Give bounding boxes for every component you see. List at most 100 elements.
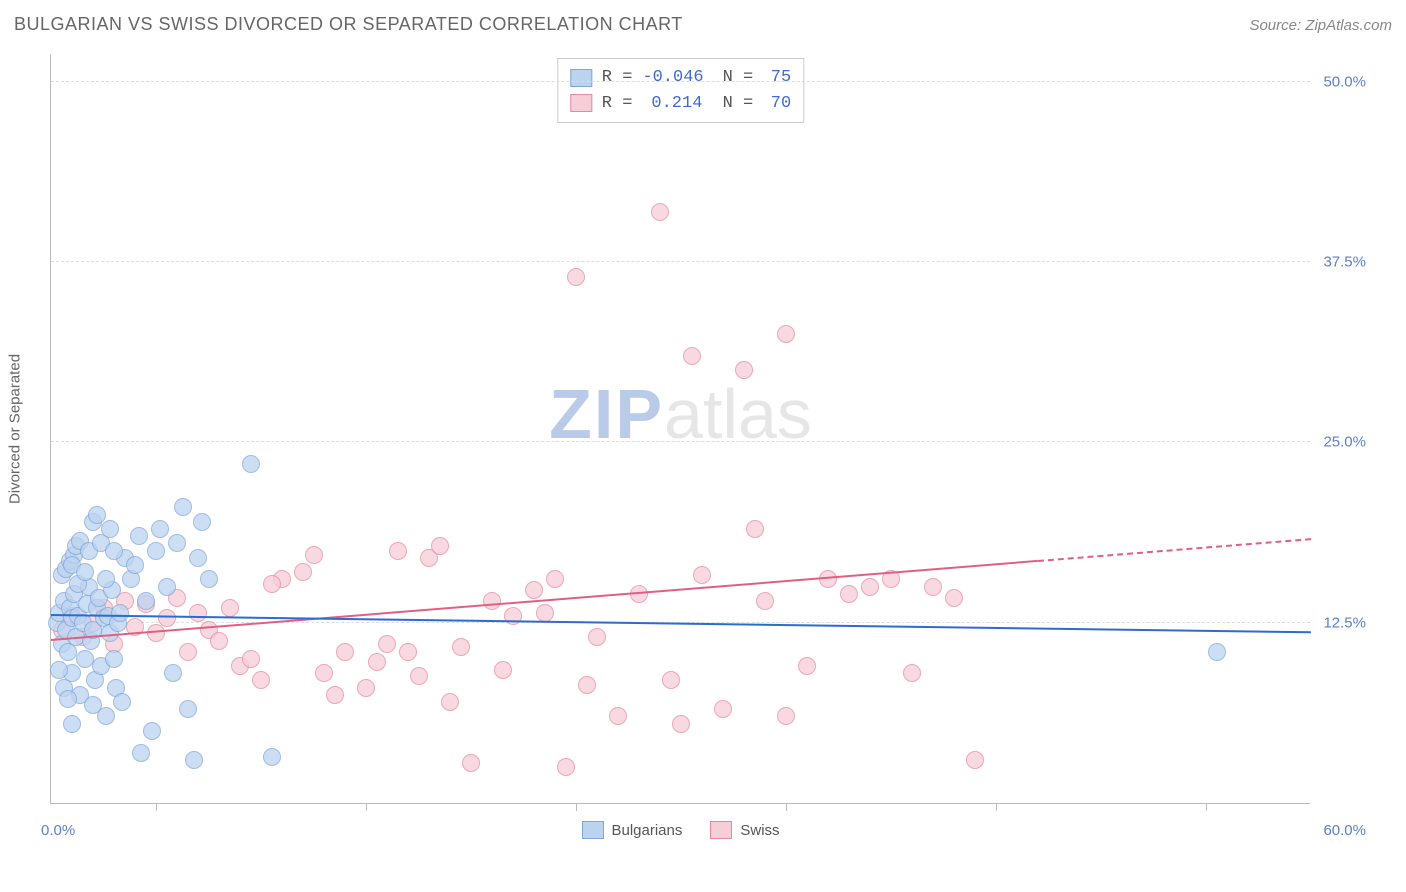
data-point-bulgarians [189,549,207,567]
stats-n-label: N = [712,91,753,117]
data-point-swiss [326,686,344,704]
swatch-bulgarians [570,69,592,87]
gridline [51,261,1310,262]
data-point-swiss [672,715,690,733]
data-point-swiss [431,537,449,555]
data-point-bulgarians [168,534,186,552]
data-point-bulgarians [97,570,115,588]
data-point-bulgarians [263,748,281,766]
data-point-swiss [861,578,879,596]
data-point-bulgarians [164,664,182,682]
data-point-swiss [179,643,197,661]
bottom-legend: Bulgarians Swiss [581,821,779,839]
data-point-bulgarians [59,690,77,708]
data-point-swiss [441,693,459,711]
x-axis-min-label: 0.0% [41,822,75,839]
swatch-swiss [570,94,592,112]
stats-n-swiss: 70 [763,91,791,117]
data-point-swiss [378,635,396,653]
data-point-bulgarians [105,542,123,560]
data-point-swiss [315,664,333,682]
data-point-swiss [158,609,176,627]
y-tick-label: 50.0% [1310,73,1366,90]
data-point-swiss [945,589,963,607]
data-point-bulgarians [132,744,150,762]
stats-row-swiss: R = 0.214 N = 70 [570,91,791,117]
y-axis-label: Divorced or Separated [7,353,24,503]
data-point-bulgarians [50,661,68,679]
x-tick [156,803,157,811]
legend-item-swiss: Swiss [710,821,779,839]
x-tick [786,803,787,811]
data-point-swiss [903,664,921,682]
data-point-bulgarians [151,520,169,538]
data-point-swiss [756,592,774,610]
data-point-swiss [483,592,501,610]
data-point-swiss [368,653,386,671]
data-point-bulgarians [158,578,176,596]
data-point-bulgarians [1208,643,1226,661]
data-point-swiss [462,754,480,772]
stats-r-swiss: 0.214 [642,91,702,117]
data-point-swiss [357,679,375,697]
data-point-swiss [683,347,701,365]
data-point-bulgarians [200,570,218,588]
data-point-swiss [819,570,837,588]
data-point-swiss [242,650,260,668]
data-point-swiss [578,676,596,694]
y-tick-label: 37.5% [1310,254,1366,271]
data-point-bulgarians [143,722,161,740]
stats-r-label: R = [602,91,633,117]
x-tick [366,803,367,811]
y-tick-label: 25.0% [1310,434,1366,451]
data-point-swiss [452,638,470,656]
x-tick [576,803,577,811]
plot-area: ZIPatlas Divorced or Separated 0.0% 60.0… [50,54,1310,804]
data-point-swiss [609,707,627,725]
data-point-swiss [798,657,816,675]
data-point-swiss [840,585,858,603]
data-point-bulgarians [76,563,94,581]
data-point-swiss [525,581,543,599]
x-tick [1206,803,1207,811]
x-tick [996,803,997,811]
data-point-bulgarians [130,527,148,545]
y-tick-label: 12.5% [1310,614,1366,631]
data-point-bulgarians [84,696,102,714]
data-point-swiss [651,203,669,221]
data-point-bulgarians [113,693,131,711]
data-point-swiss [189,604,207,622]
data-point-swiss [714,700,732,718]
data-point-swiss [389,542,407,560]
data-point-bulgarians [126,556,144,574]
legend-swatch-bulgarians [581,821,603,839]
data-point-bulgarians [137,592,155,610]
legend-label-bulgarians: Bulgarians [611,822,682,839]
data-point-swiss [399,643,417,661]
legend-swatch-swiss [710,821,732,839]
data-point-bulgarians [174,498,192,516]
gridline [51,81,1310,82]
stats-box: R = -0.046 N = 75 R = 0.214 N = 70 [557,58,804,123]
data-point-swiss [966,751,984,769]
data-point-swiss [693,566,711,584]
data-point-bulgarians [185,751,203,769]
data-point-swiss [336,643,354,661]
data-point-swiss [494,661,512,679]
data-point-swiss [221,599,239,617]
legend-item-bulgarians: Bulgarians [581,821,682,839]
data-point-swiss [662,671,680,689]
data-point-swiss [410,667,428,685]
data-point-swiss [777,707,795,725]
chart-title: BULGARIAN VS SWISS DIVORCED OR SEPARATED… [14,14,683,35]
data-point-bulgarians [105,650,123,668]
data-point-bulgarians [193,513,211,531]
x-axis-max-label: 60.0% [1310,822,1366,839]
data-point-swiss [252,671,270,689]
stats-r-label: R = [602,65,633,91]
chart-source: Source: ZipAtlas.com [1249,17,1392,34]
data-point-swiss [263,575,281,593]
data-point-swiss [567,268,585,286]
data-point-swiss [777,325,795,343]
data-point-bulgarians [101,520,119,538]
